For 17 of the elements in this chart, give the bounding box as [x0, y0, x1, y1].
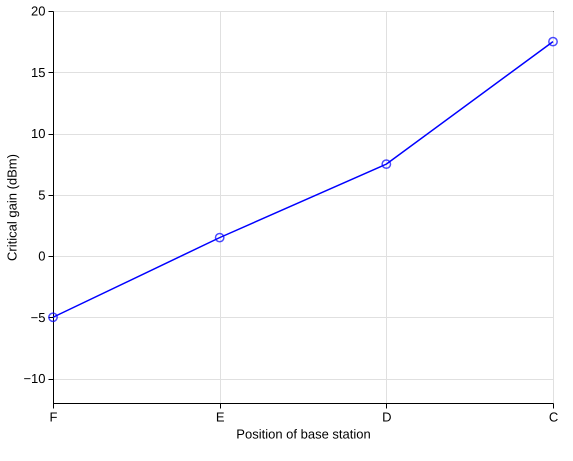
point — [214, 232, 225, 243]
y-tick-label: 5 — [38, 187, 46, 202]
y-tick-label: 0 — [38, 248, 46, 264]
point — [48, 312, 58, 322]
x-tick-label: E — [216, 410, 225, 424]
x-tick-label: D — [382, 410, 392, 424]
x-tick-label: C — [548, 410, 558, 424]
y-tick-label: −5 — [30, 310, 46, 325]
y-tick-label: −10 — [23, 371, 46, 386]
x-axis-title: Position of base station — [236, 426, 371, 442]
y-axis-title: Critical gain (dBm) — [4, 154, 20, 261]
x-tick-label: F — [50, 410, 58, 424]
point — [548, 36, 558, 47]
y-tick-label: 10 — [31, 126, 46, 141]
y-tick-label: 20 — [31, 4, 46, 18]
point — [381, 159, 392, 170]
y-tick-label: 15 — [31, 64, 46, 80]
